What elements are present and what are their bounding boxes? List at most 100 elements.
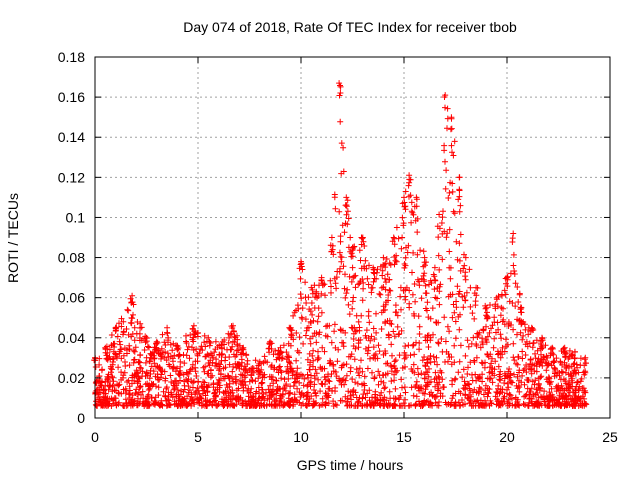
roti-point xyxy=(357,257,364,264)
roti-point xyxy=(453,298,460,305)
roti-point xyxy=(261,353,268,360)
roti-point xyxy=(392,395,399,402)
roti-point xyxy=(276,363,283,370)
roti-point xyxy=(141,347,148,353)
roti-point xyxy=(238,381,245,388)
roti-point xyxy=(335,346,342,353)
roti-point xyxy=(530,340,537,347)
roti-point xyxy=(235,361,242,368)
roti-point xyxy=(139,368,146,375)
roti-point xyxy=(526,391,533,398)
roti-point xyxy=(361,373,368,380)
roti-point xyxy=(247,389,254,396)
roti-point xyxy=(467,303,474,310)
roti-point xyxy=(296,349,302,356)
roti-point xyxy=(399,214,406,221)
roti-point xyxy=(470,402,477,409)
roti-point xyxy=(376,392,383,399)
roti-point xyxy=(543,376,550,383)
roti-point xyxy=(504,380,511,387)
roti-point xyxy=(266,389,273,396)
roti-point xyxy=(515,354,522,361)
roti-point xyxy=(303,391,310,397)
roti-point xyxy=(109,388,116,395)
roti-point xyxy=(462,297,469,304)
roti-point xyxy=(232,353,239,360)
roti-point xyxy=(399,234,406,241)
roti-point xyxy=(268,346,275,352)
roti-point xyxy=(495,382,502,389)
roti-point xyxy=(456,358,463,365)
roti-point xyxy=(429,305,436,312)
roti-point xyxy=(352,272,359,279)
roti-point xyxy=(280,342,287,349)
roti-point xyxy=(192,389,199,396)
roti-point xyxy=(218,344,225,351)
roti-point xyxy=(153,338,160,345)
roti-point xyxy=(288,397,295,403)
roti-point xyxy=(127,319,134,326)
roti-point xyxy=(275,369,282,376)
roti-point xyxy=(496,401,503,408)
roti-point xyxy=(313,392,320,399)
roti-point xyxy=(392,385,399,392)
roti-point xyxy=(108,366,115,373)
roti-point xyxy=(502,291,509,298)
roti-point xyxy=(129,380,135,387)
roti-point xyxy=(117,346,124,353)
roti-point xyxy=(334,358,341,365)
roti-point xyxy=(500,316,507,323)
roti-point xyxy=(136,375,143,382)
roti-point xyxy=(398,245,405,252)
roti-point xyxy=(420,402,427,408)
roti-point xyxy=(416,398,422,405)
roti-point xyxy=(305,324,312,331)
roti-point xyxy=(109,382,116,389)
roti-point xyxy=(337,82,343,89)
roti-point xyxy=(190,322,197,329)
roti-point xyxy=(568,377,575,384)
roti-point xyxy=(452,390,459,397)
roti-point xyxy=(442,158,448,165)
roti-point xyxy=(183,332,189,339)
roti-point xyxy=(365,313,372,319)
roti-point xyxy=(375,368,382,375)
roti-point xyxy=(248,365,255,372)
roti-point xyxy=(461,293,468,299)
roti-point xyxy=(142,339,149,346)
roti-point xyxy=(372,355,379,362)
roti-point xyxy=(409,269,415,276)
roti-point xyxy=(469,377,476,384)
roti-point xyxy=(120,402,127,409)
roti-point xyxy=(514,401,521,408)
roti-point xyxy=(411,281,418,287)
roti-point xyxy=(505,384,512,391)
roti-point xyxy=(495,363,502,370)
roti-point xyxy=(445,293,452,300)
roti-point xyxy=(322,402,329,409)
roti-point xyxy=(305,294,312,301)
roti-point xyxy=(291,379,298,386)
roti-point xyxy=(352,328,359,335)
roti-point xyxy=(424,360,431,367)
roti-point xyxy=(505,396,512,403)
roti-point xyxy=(434,295,440,302)
roti-point xyxy=(173,393,180,400)
roti-point xyxy=(135,359,142,366)
roti-point xyxy=(419,357,426,364)
roti-point xyxy=(104,376,111,383)
roti-point xyxy=(421,259,428,266)
roti-point xyxy=(291,391,298,398)
roti-point xyxy=(169,347,176,354)
roti-point xyxy=(501,348,508,355)
roti-point xyxy=(451,309,458,316)
roti-point xyxy=(348,250,355,257)
roti-point xyxy=(202,401,209,408)
roti-point xyxy=(205,334,212,341)
roti-point xyxy=(298,263,305,270)
roti-point xyxy=(223,394,230,401)
roti-point xyxy=(462,401,468,407)
roti-point xyxy=(435,234,442,241)
roti-point xyxy=(209,359,216,366)
roti-point xyxy=(414,229,421,236)
